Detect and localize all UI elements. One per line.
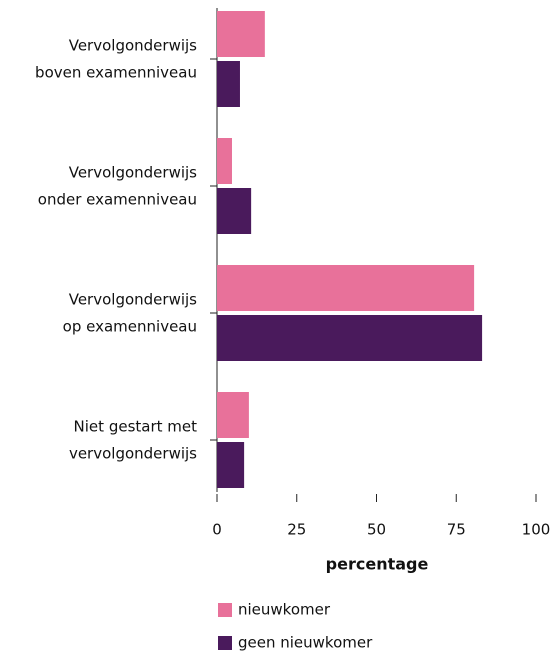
legend-label: nieuwkomer <box>238 601 331 619</box>
legend-swatch <box>218 603 232 617</box>
bar <box>217 392 249 438</box>
x-tick-label: 75 <box>447 521 466 539</box>
y-tick-label: vervolgonderwijs <box>69 445 197 463</box>
x-tick-label: 0 <box>212 521 222 539</box>
bar <box>217 188 252 234</box>
bar <box>217 61 240 107</box>
x-tick-label: 100 <box>522 521 551 539</box>
y-tick-label: Vervolgonderwijs <box>69 291 197 309</box>
x-tick-label: 25 <box>287 521 306 539</box>
y-tick-label: Vervolgonderwijs <box>69 164 197 182</box>
y-tick-label: Vervolgonderwijs <box>69 37 197 55</box>
legend-label: geen nieuwkomer <box>238 634 373 652</box>
bar <box>217 11 265 57</box>
bar <box>217 265 475 311</box>
legend-swatch <box>218 636 232 650</box>
y-tick-label: boven examenniveau <box>35 64 197 82</box>
y-tick-label: onder examenniveau <box>38 191 197 209</box>
y-tick-label: Niet gestart met <box>74 418 198 436</box>
x-axis-label: percentage <box>326 555 429 574</box>
bar <box>217 442 245 488</box>
x-tick-label: 50 <box>367 521 386 539</box>
y-tick-label: op examenniveau <box>63 318 197 336</box>
bar <box>217 138 232 184</box>
bar <box>217 315 483 361</box>
